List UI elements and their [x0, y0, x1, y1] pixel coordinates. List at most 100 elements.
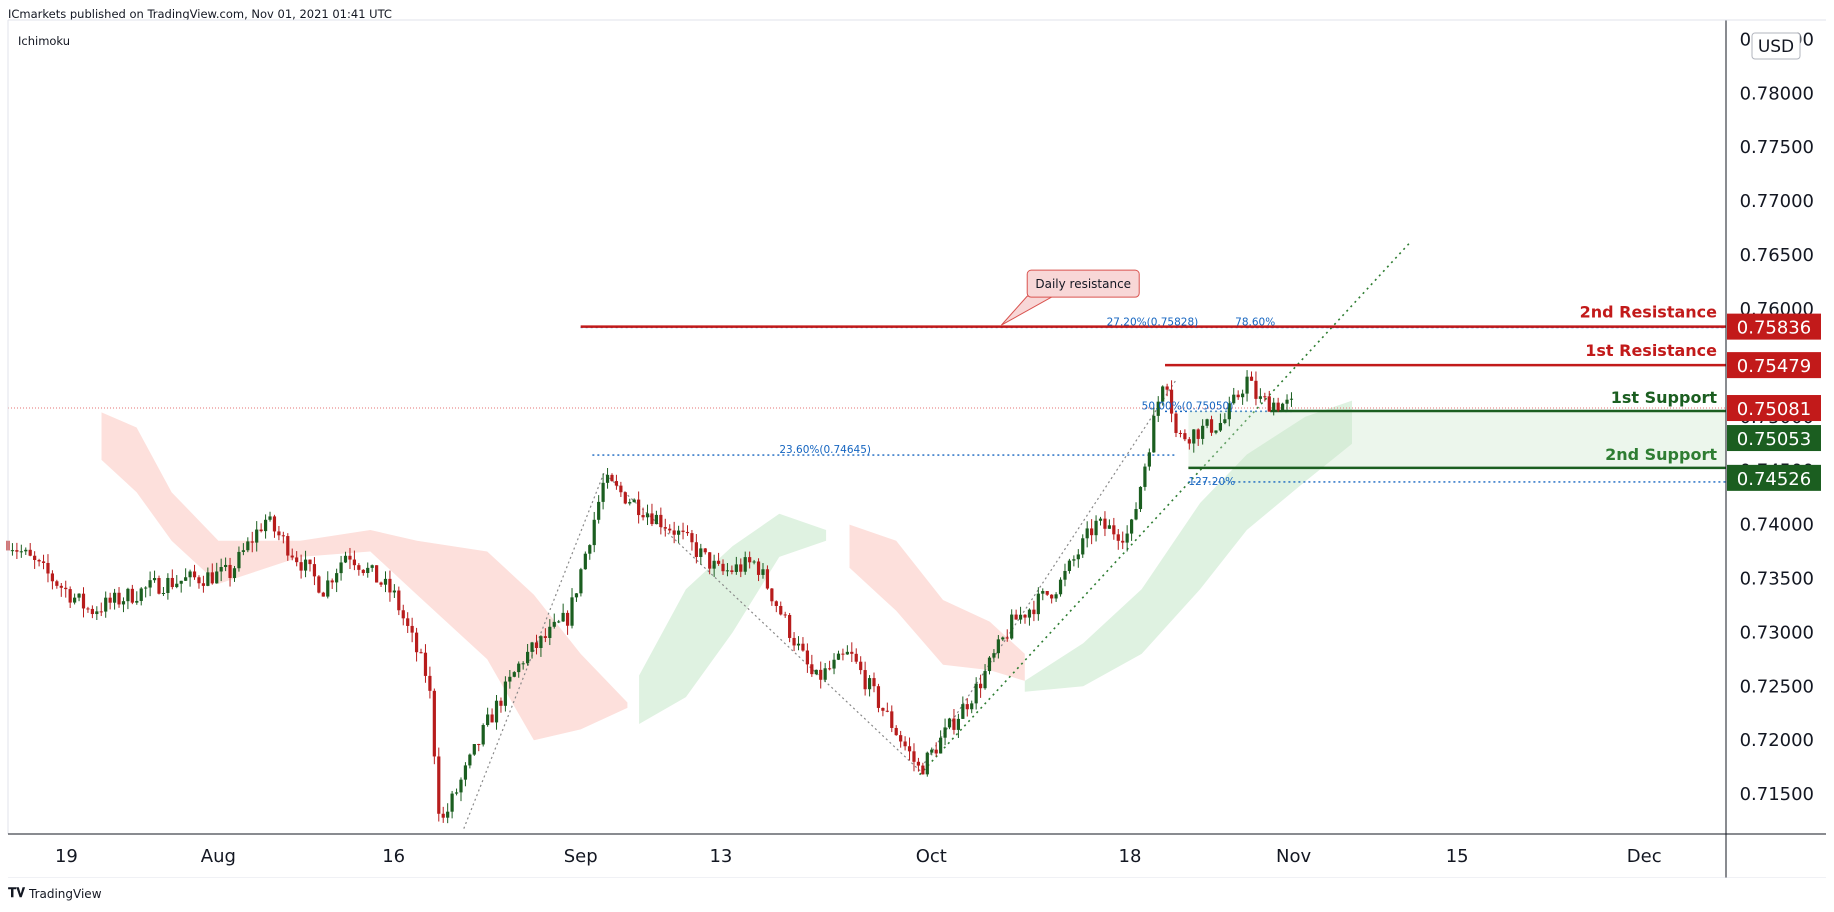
candle-body: [326, 580, 330, 597]
candle-body: [650, 513, 654, 525]
candle-body: [357, 565, 361, 570]
candle-body: [597, 501, 601, 520]
support-zone: [1188, 411, 1726, 468]
candle-body: [1058, 579, 1063, 595]
candle-body: [1107, 525, 1111, 529]
candle-body: [259, 529, 263, 532]
candle-body: [565, 612, 570, 626]
candle-body: [1267, 396, 1271, 412]
candle-body: [552, 621, 556, 627]
candle-body: [450, 793, 454, 812]
candle-body: [779, 605, 783, 615]
resistance-price-badge-1[interactable]: [1727, 313, 1821, 340]
candle-body: [730, 570, 734, 572]
candle-body: [925, 752, 929, 775]
candle-body: [121, 601, 126, 605]
y-tick-label: 0.76500: [1740, 245, 1814, 266]
candle-body: [588, 545, 592, 554]
candle-body: [956, 718, 960, 730]
candle-body: [104, 597, 108, 612]
y-tick-label: 0.72000: [1740, 730, 1814, 751]
candle-body: [534, 642, 539, 648]
candle-body: [610, 474, 614, 482]
candle-body: [281, 535, 285, 537]
candle-body: [654, 514, 658, 525]
support-price-badge-2-text: 0.74526: [1737, 469, 1811, 490]
candle-body: [1112, 525, 1116, 535]
candle-body: [548, 626, 552, 638]
candle-body: [845, 651, 849, 655]
candle-body: [1280, 403, 1285, 411]
current-price-badge[interactable]: [1727, 395, 1821, 422]
candle-body: [774, 601, 778, 606]
candle-body: [414, 632, 419, 653]
x-tick-label: Sep: [564, 846, 598, 867]
candle-body: [885, 710, 889, 712]
candle-body: [894, 727, 898, 736]
candle-body: [1072, 559, 1076, 561]
candle-body: [712, 560, 716, 569]
candle-body: [175, 583, 179, 588]
candle-body: [1201, 425, 1205, 439]
tradingview-logo-icon: 𝐓𝐕: [8, 886, 25, 901]
candle-body: [95, 611, 99, 615]
candle-body: [903, 741, 907, 747]
candle-body: [605, 474, 610, 483]
candle-body: [468, 754, 472, 766]
candle-body: [579, 569, 583, 594]
candle-body: [463, 765, 468, 780]
candle-body: [1223, 419, 1227, 424]
x-tick-label: 19: [55, 846, 78, 867]
callout-box[interactable]: [1026, 269, 1140, 298]
y-tick-label: 0.73000: [1740, 622, 1814, 643]
candle-body: [921, 765, 925, 775]
candle-body: [623, 492, 627, 504]
candle-body: [28, 549, 32, 556]
candle-body: [987, 657, 992, 672]
candle-body: [512, 672, 516, 677]
candle-body: [561, 612, 565, 622]
candle-body: [1192, 429, 1196, 444]
candle-body: [454, 792, 459, 794]
candle-body: [1018, 614, 1023, 620]
support-price-badge-1[interactable]: [1727, 425, 1821, 452]
candle-body: [663, 527, 667, 529]
resistance-price-badge-2[interactable]: [1727, 352, 1821, 379]
candle-body: [161, 593, 166, 595]
price-chart[interactable]: 2nd Resistance 1st Resistance 1st Support 2…: [0, 0, 1834, 878]
candle-body: [401, 610, 405, 619]
candle-body: [1001, 637, 1005, 640]
candle-body: [1014, 614, 1018, 620]
resistance-price-badge-2-text: 0.75479: [1737, 356, 1811, 377]
candle-body: [410, 625, 414, 633]
candle-body: [330, 580, 334, 583]
candle-body: [1161, 386, 1165, 402]
candle-body: [1094, 520, 1098, 536]
candle-body: [10, 550, 15, 552]
candle-body: [1054, 594, 1058, 599]
candle-body: [1116, 534, 1120, 541]
candle-body: [1067, 560, 1072, 571]
candle-body: [570, 597, 574, 626]
candle-body: [481, 725, 485, 745]
candle-body: [526, 651, 530, 664]
candle-body: [1245, 376, 1249, 394]
x-tick-label: 16: [382, 846, 405, 867]
candlesticks: [6, 370, 1294, 824]
currency-box[interactable]: [1751, 32, 1801, 60]
candle-body: [157, 578, 161, 594]
candle-body: [970, 703, 974, 710]
candle-body: [721, 563, 725, 572]
support-price-badge-2[interactable]: [1727, 464, 1821, 491]
indicator-label: Ichimoku: [18, 34, 70, 48]
candle-body: [86, 608, 90, 610]
footer: 𝐓𝐕 TradingView: [8, 886, 102, 901]
axes: 0.71500 0.72000 0.72500 0.73000 0.73500 0.740…: [7, 19, 1826, 878]
candle-body: [530, 642, 534, 652]
candle-body: [930, 749, 934, 753]
trendline: [919, 241, 1411, 776]
candle-body: [1236, 394, 1240, 398]
candle-body: [335, 573, 339, 583]
candle-body: [1027, 609, 1032, 618]
candle-body: [503, 681, 508, 706]
